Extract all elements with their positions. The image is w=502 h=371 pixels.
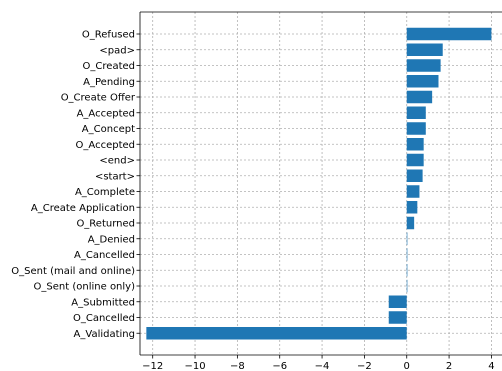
x-tick-label: −4 xyxy=(315,361,330,371)
x-tick-label: −12 xyxy=(142,361,163,371)
bar xyxy=(146,327,407,340)
y-tick-label: O_Refused xyxy=(82,30,135,41)
axes-frame xyxy=(139,11,502,356)
bar xyxy=(406,201,418,214)
bar xyxy=(406,216,415,230)
y-tick-label: A_Accepted xyxy=(77,108,135,119)
y-tick-label: O_Accepted xyxy=(76,140,135,151)
plot-background xyxy=(140,12,502,355)
bar xyxy=(388,295,407,308)
x-tick-label: −10 xyxy=(184,361,205,371)
bar xyxy=(406,138,424,151)
y-tick-label: A_Concept xyxy=(82,124,135,135)
y-tick-label: A_Submitted xyxy=(71,297,135,308)
y-tick-label: O_Create Offer xyxy=(61,93,136,104)
bar xyxy=(406,264,408,277)
bar xyxy=(406,153,424,167)
x-tick-label: −2 xyxy=(357,361,372,371)
bar xyxy=(406,27,492,41)
x-tick-label: −8 xyxy=(230,361,245,371)
y-tick-label: <pad> xyxy=(99,45,135,56)
bar xyxy=(406,90,433,104)
bar xyxy=(406,232,408,245)
y-gridlines xyxy=(140,33,502,334)
y-tick-label: O_Sent (online only) xyxy=(34,282,136,293)
bar xyxy=(406,279,408,293)
y-axis-ticks: O_Refused <pad> O_Created A_Pending O_Create… xyxy=(11,30,140,340)
y-tick-label: A_Denied xyxy=(88,234,135,245)
bar xyxy=(406,248,408,261)
y-tick-label: O_Sent (mail and online) xyxy=(11,266,135,277)
bar xyxy=(406,59,441,72)
y-tick-label: A_Complete xyxy=(75,187,135,198)
y-tick-label: O_Cancelled xyxy=(73,313,135,324)
bar xyxy=(406,75,439,88)
x-tick-label: 0 xyxy=(404,361,410,371)
y-tick-label: <end> xyxy=(99,156,135,167)
x-axis-ticks: −12 −10 −8 −6 −4 −2 0 2 4 xyxy=(142,355,495,371)
bar xyxy=(406,122,426,135)
x-tick-label: −6 xyxy=(272,361,287,371)
bar xyxy=(406,106,426,119)
y-tick-label: A_Pending xyxy=(83,77,135,88)
bar xyxy=(406,43,443,56)
y-tick-label: A_Create Application xyxy=(31,203,135,214)
y-tick-label: A_Cancelled xyxy=(74,250,135,261)
x-tick-label: 2 xyxy=(446,361,452,371)
x-tick-label: 4 xyxy=(488,361,494,371)
y-tick-label: O_Returned xyxy=(76,219,135,230)
y-tick-label: O_Created xyxy=(83,61,135,72)
bar xyxy=(406,169,423,182)
y-tick-label: A_Validating xyxy=(74,329,135,340)
bar xyxy=(388,311,407,324)
bars xyxy=(146,27,492,340)
bar xyxy=(406,185,420,198)
y-tick-label: <start> xyxy=(95,171,135,182)
